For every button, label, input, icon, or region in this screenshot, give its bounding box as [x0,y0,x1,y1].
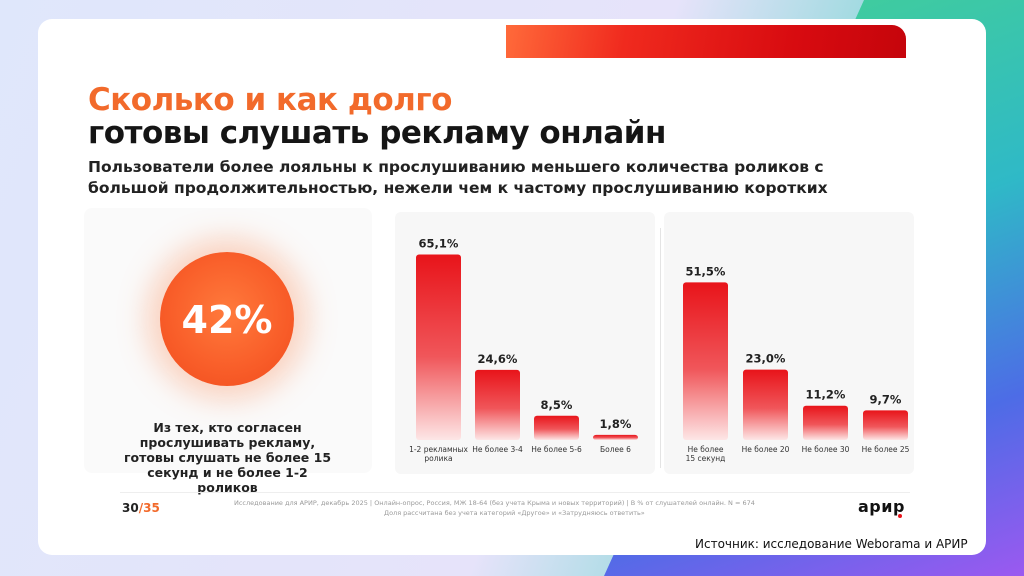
highlight-value: 42% [181,298,273,342]
bar-value-label: 1,8% [600,417,632,431]
brand-logo: арир [858,497,905,516]
slide-subtitle: Пользователи более лояльны к прослушиван… [88,158,828,197]
slide-title-line1: Сколько и как долго [88,82,452,118]
bar [534,415,579,440]
bar [593,434,638,440]
page-number: 30/35 [122,501,160,515]
footer-line1: Исследование для АРИР, декабрь 2025 | Он… [234,499,755,507]
bar-value-label: 11,2% [806,388,846,402]
footer-line2: Доля рассчитана без учета категорий «Дру… [384,509,645,517]
bar-value-label: 23,0% [746,352,786,366]
bar-value-label: 24,6% [478,352,518,366]
slide-title-line2: готовы слушать рекламу онлайн [88,115,666,151]
bar-value-label: 65,1% [419,236,459,250]
bar-value-label: 9,7% [870,392,902,406]
bar [416,254,461,440]
bar-value-label: 8,5% [541,398,573,412]
highlight-circle [160,252,294,386]
highlight-caption: Из тех, кто согласен прослушивать реклам… [123,420,332,495]
page-total: 35 [143,501,160,515]
category-label: Более 6 [600,445,631,454]
category-label: 1-2 рекламных ролика [409,445,468,463]
footer-separator [120,492,910,493]
category-label: Не более 3-4 [472,445,523,454]
bar-chart-1: 65,1% 1-2 рекламных ролика 24,6% Не более 3-… [409,236,638,463]
page-separator: / [138,501,144,515]
bar [743,369,788,440]
source-caption: Источник: исследование Weborama и АРИР [695,537,968,551]
bar [863,410,908,440]
page-current: 30 [122,501,139,515]
bar-chart-2: 51,5% Не более 15 секунд 23,0% Не более 20 11… [683,264,910,463]
chart-divider [660,228,661,468]
bar-value-label: 51,5% [686,264,726,278]
category-label: Не более 30 [802,445,850,454]
bar [683,282,728,440]
category-label: Не более 5-6 [531,445,582,454]
category-label: Не более 25 [862,445,910,454]
category-label: Не более 15 секунд [686,445,726,463]
bar [803,405,848,440]
logo-dot [898,514,902,518]
footer-note: Исследование для АРИР, декабрь 2025 | Он… [234,498,794,518]
category-label: Не более 20 [742,445,790,454]
bar [475,369,520,440]
